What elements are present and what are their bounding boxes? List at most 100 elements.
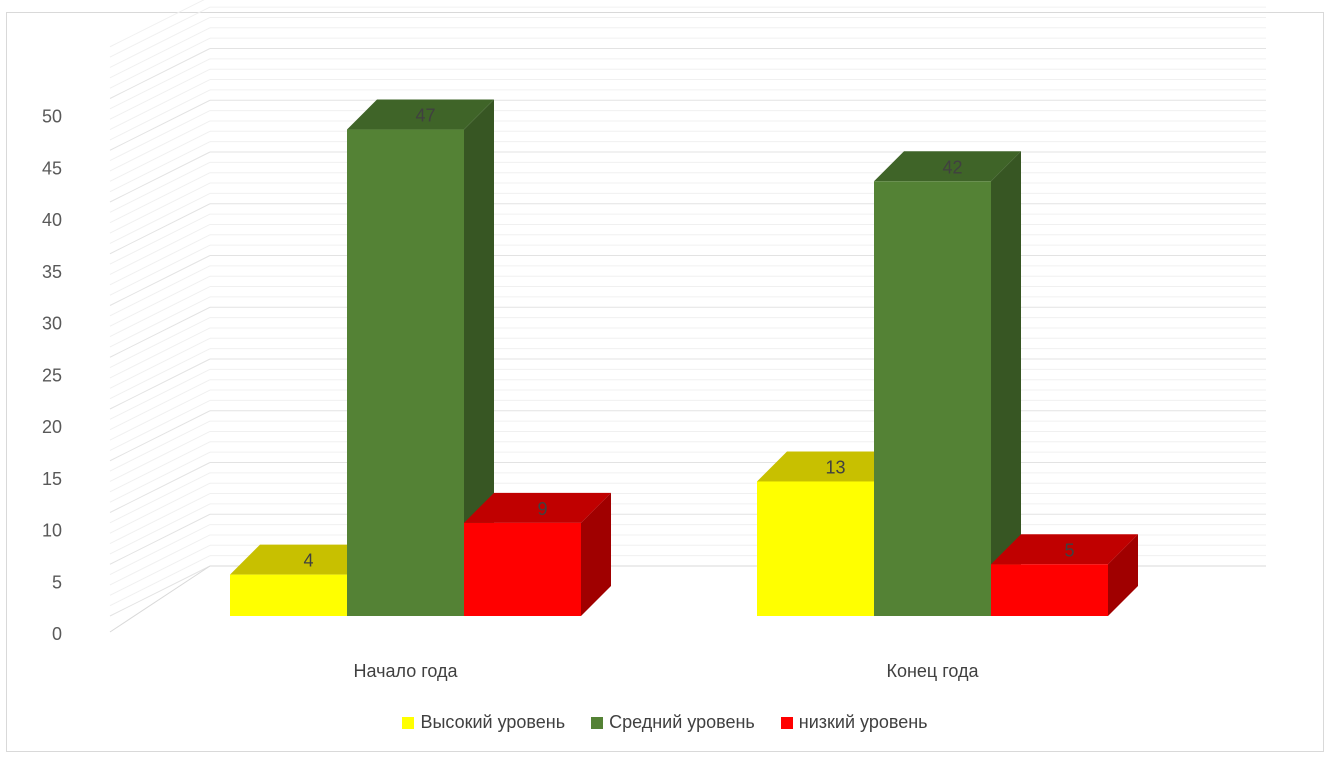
y-tick-label: 15 xyxy=(42,469,62,489)
legend-label-medium: Средний уровень xyxy=(609,712,755,732)
bar xyxy=(464,522,581,616)
bar-top xyxy=(464,492,611,523)
gridline-minor-side xyxy=(109,58,211,110)
gridline-side xyxy=(109,48,211,99)
gridline-minor-side xyxy=(109,17,211,68)
legend-swatch-low xyxy=(780,716,793,729)
legend-item-high: Высокий уровень xyxy=(402,712,565,733)
gridline-minor-side xyxy=(109,389,211,441)
gridline-minor-side xyxy=(109,503,211,555)
bar xyxy=(757,481,874,616)
data-label: 4 xyxy=(303,551,313,571)
gridline-minor-side xyxy=(109,451,211,503)
gridline-minor-side xyxy=(109,555,211,607)
data-label: 42 xyxy=(942,157,962,177)
gridline-minor-side xyxy=(109,37,211,89)
gridline-side xyxy=(109,99,211,151)
bar xyxy=(347,129,464,617)
x-tick-label: Конец года xyxy=(886,661,979,681)
gridline-minor-side xyxy=(109,161,211,213)
gridline-minor-side xyxy=(109,420,211,472)
gridline-minor-side xyxy=(109,348,211,400)
y-tick-label: 20 xyxy=(42,417,62,437)
gridline-minor-side xyxy=(109,524,211,576)
x-tick-label: Начало года xyxy=(353,661,458,681)
legend-swatch-medium xyxy=(591,716,604,729)
bar-side xyxy=(991,151,1021,617)
gridline-minor-side xyxy=(109,275,211,327)
gridline-minor-side xyxy=(109,399,211,451)
y-tick-label: 45 xyxy=(42,158,62,178)
gridline-minor-side xyxy=(109,130,211,182)
y-tick-label: 5 xyxy=(52,572,62,592)
y-tick-label: 10 xyxy=(42,521,62,541)
gridline-side xyxy=(109,513,211,565)
gridline-side xyxy=(109,410,211,462)
gridline-minor-side xyxy=(109,213,211,265)
gridline-minor-side xyxy=(109,6,211,58)
bar-side xyxy=(581,492,611,616)
legend-item-low: низкий уровень xyxy=(780,712,928,733)
gridline-minor-side xyxy=(109,296,211,348)
gridline-minor-side xyxy=(109,79,211,130)
bar-top xyxy=(874,151,1021,182)
gridline-side xyxy=(109,462,211,513)
gridline-minor-side xyxy=(109,141,211,193)
bar-chart-3d: 0 5 10 15 20 25 30 35 40 45 50 4 47 9 Начало года 13 42 5… xyxy=(42,0,1266,681)
gridline-minor-side xyxy=(109,286,211,337)
gridline-minor-side xyxy=(109,482,211,534)
y-tick-label: 50 xyxy=(42,107,62,127)
gridline-minor-side xyxy=(109,493,211,544)
gridline-minor-side xyxy=(109,172,211,224)
gridline-minor-side xyxy=(109,265,211,317)
gridline-minor-side xyxy=(109,68,211,120)
gridline-minor-side xyxy=(109,368,211,420)
y-tick-label: 25 xyxy=(42,365,62,385)
gridline-minor-side xyxy=(109,544,211,596)
gridline-minor-side xyxy=(109,182,211,234)
bar xyxy=(230,574,347,616)
gridline-minor-side xyxy=(109,327,211,379)
y-tick-label: 40 xyxy=(42,210,62,230)
data-label: 13 xyxy=(825,457,845,477)
bar-side xyxy=(1108,534,1138,616)
gridline-minor-side xyxy=(109,244,211,296)
gridline-minor-side xyxy=(109,441,211,493)
gridline-side xyxy=(109,358,211,410)
gridline-minor-side xyxy=(109,337,211,389)
bar-top xyxy=(757,451,904,482)
legend-swatch-high xyxy=(402,716,415,729)
gridline-minor-side xyxy=(109,431,211,482)
gridline-minor-side xyxy=(109,224,211,275)
gridline-minor-side xyxy=(109,120,211,172)
bar xyxy=(874,181,991,617)
y-tick-label: 35 xyxy=(42,262,62,282)
y-tick-label: 30 xyxy=(42,314,62,334)
gridline-side xyxy=(109,255,211,306)
gridline-minor-side xyxy=(109,0,205,48)
legend-label-high: Высокий уровень xyxy=(420,712,566,732)
gridline-minor-side xyxy=(109,27,211,79)
data-label: 47 xyxy=(415,106,435,126)
gridline-minor-side xyxy=(109,89,211,141)
gridline-minor-side xyxy=(109,379,211,431)
gridline-minor-side xyxy=(109,234,211,286)
gridline-side xyxy=(109,306,211,358)
bar-top xyxy=(347,99,494,130)
bar-top xyxy=(230,544,377,575)
floor-left-edge xyxy=(109,565,211,633)
gridline-side xyxy=(109,565,211,617)
bar-top xyxy=(991,534,1138,565)
gridline-side xyxy=(109,151,211,203)
gridline-minor-side xyxy=(109,192,211,244)
bar xyxy=(991,564,1108,616)
data-label: 5 xyxy=(1064,540,1074,560)
gridline-minor-side xyxy=(109,534,211,586)
legend-item-medium: Средний уровень xyxy=(591,712,755,733)
data-label: 9 xyxy=(537,499,547,519)
chart-frame xyxy=(6,12,1324,752)
gridline-minor-side xyxy=(109,317,211,369)
gridline-minor-side xyxy=(109,472,211,524)
gridline-minor-side xyxy=(109,110,211,162)
legend-label-low: низкий уровень xyxy=(798,712,928,732)
